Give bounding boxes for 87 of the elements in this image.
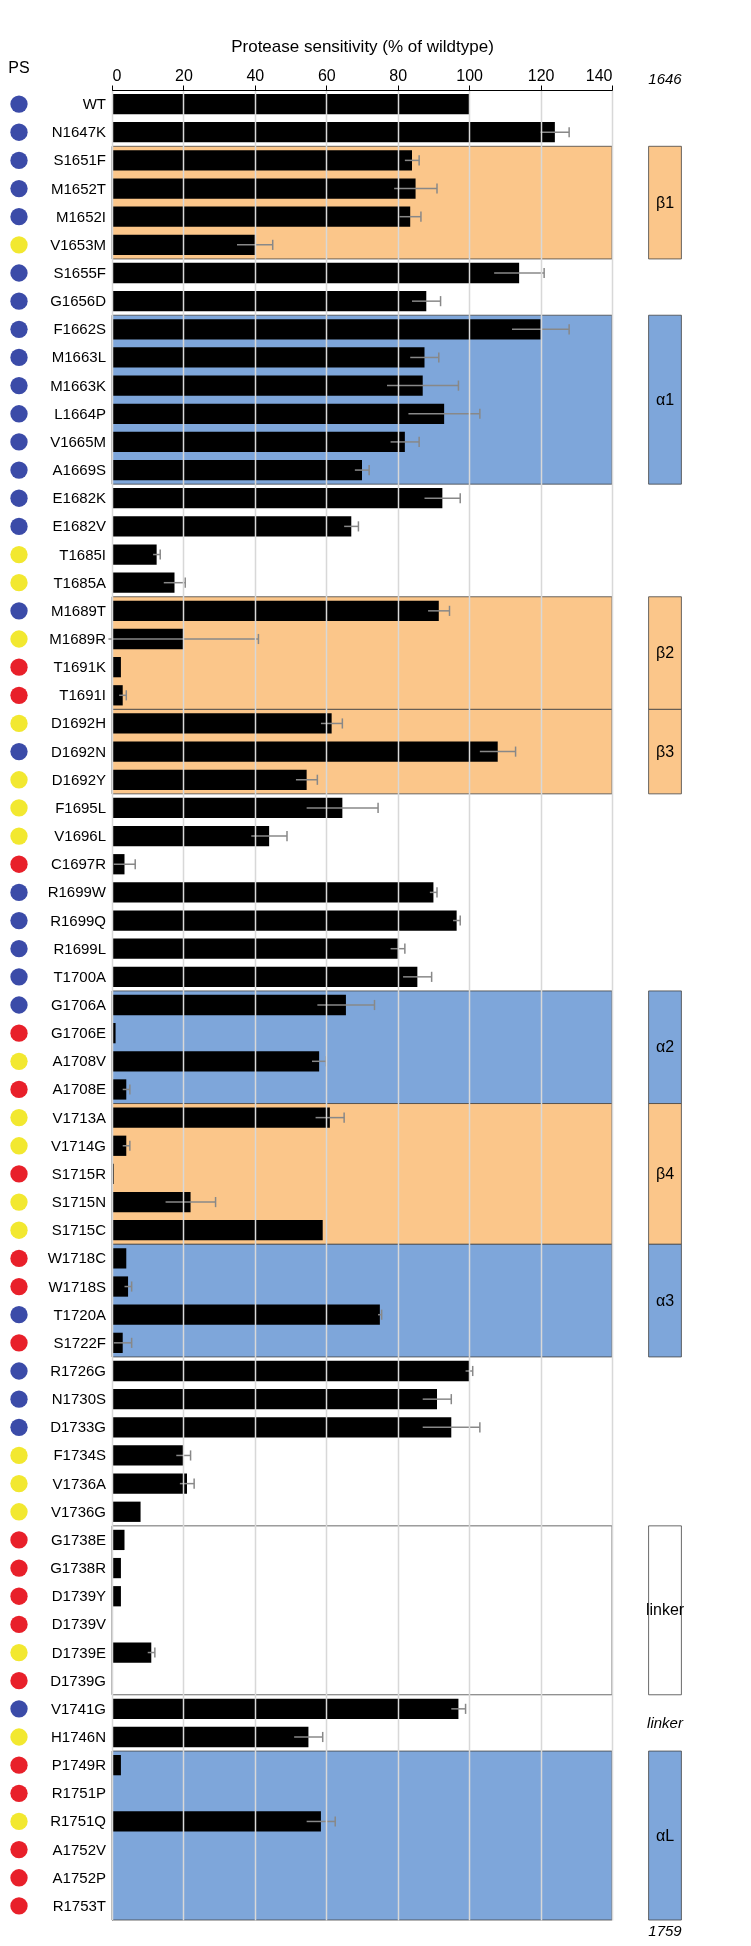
y-tick-label: T1691K	[53, 658, 106, 676]
band-label: αL	[655, 1826, 675, 1844]
band-label: β3	[655, 742, 675, 760]
y-tick-label: R1751Q	[50, 1812, 106, 1830]
x-tick-label: 80	[389, 66, 408, 84]
y-tick-label: G1738E	[50, 1530, 106, 1548]
y-tick-label: WT	[82, 95, 106, 113]
y-tick-label: D1692N	[50, 742, 106, 760]
y-tick-label: S1651F	[53, 151, 106, 169]
y-tick-label: D1692H	[50, 714, 106, 732]
text: linker	[647, 1713, 684, 1731]
band-label: linker	[645, 1601, 685, 1619]
y-tick-label: G1738R	[50, 1559, 107, 1577]
y-tick-label: N1647K	[51, 123, 106, 141]
y-tick-label: T1691I	[59, 686, 106, 704]
y-tick-label: V1741G	[50, 1699, 106, 1717]
y-tick-label: A1708E	[52, 1080, 106, 1098]
y-tick-label: G1706A	[50, 996, 106, 1013]
y-tick-label: H1746N	[50, 1728, 106, 1745]
y-tick-label: T1685A	[53, 573, 106, 591]
band-label: α3	[655, 1291, 675, 1309]
y-tick-label: V1665M	[50, 432, 106, 450]
y-tick-label: S1655F	[53, 264, 106, 281]
y-tick-label: P1749R	[51, 1756, 107, 1774]
y-tick-label: T1720A	[53, 1305, 106, 1323]
y-tick-label: A1752V	[52, 1840, 106, 1858]
y-tick-label: D1733G	[50, 1418, 106, 1436]
y-tick-label: D1739G	[50, 1671, 106, 1689]
x-tick-label: 0	[112, 66, 122, 84]
y-tick-label: D1692Y	[51, 770, 106, 788]
y-tick-label: M1689T	[50, 601, 106, 619]
y-tick-label: D1739Y	[51, 1587, 106, 1605]
y-tick-label: L1664P	[54, 404, 106, 422]
x-tick-label: 120	[527, 66, 555, 84]
y-tick-label: V1696L	[54, 827, 106, 845]
x-tick-label: 100	[456, 66, 484, 84]
y-tick-label: E1682V	[52, 517, 106, 535]
x-tick-label: 20	[175, 66, 193, 84]
y-tick-label: C1697R	[50, 855, 107, 873]
y-tick-label: S1715R	[51, 1164, 107, 1182]
y-tick-label: R1726G	[50, 1362, 106, 1379]
y-tick-label: R1699Q	[50, 911, 106, 929]
band-label: β1	[655, 193, 675, 211]
y-tick-label: M1689R	[49, 630, 107, 647]
y-tick-label: F1695L	[55, 798, 106, 816]
y-tick-label: R1751P	[51, 1784, 106, 1802]
y-tick-label: T1685I	[59, 545, 106, 563]
y-tick-label: W1718S	[48, 1277, 106, 1295]
y-tick-label: A1669S	[52, 461, 106, 479]
y-tick-label: V1714G	[50, 1136, 106, 1154]
y-tick-label: D1739V	[51, 1615, 106, 1633]
y-tick-label: V1736A	[52, 1474, 106, 1492]
text: 1646	[648, 69, 683, 87]
y-tick-label: T1700A	[53, 967, 106, 985]
y-tick-label: N1730S	[51, 1390, 106, 1408]
y-tick-label: G1706E	[50, 1024, 106, 1042]
y-tick-label: W1718C	[47, 1249, 107, 1267]
y-tick-label: V1713A	[52, 1108, 106, 1126]
y-tick-label: M1663K	[50, 376, 106, 394]
y-tick-label: S1722F	[53, 1333, 106, 1351]
band-label: β4	[655, 1164, 675, 1182]
y-tick-label: R1699W	[47, 883, 107, 901]
x-tick-label: 40	[246, 66, 265, 84]
y-tick-label: R1753T	[52, 1896, 106, 1914]
y-tick-label: G1656D	[50, 292, 107, 310]
y-tick-label: A1752P	[52, 1868, 106, 1886]
x-tick-label: 60	[317, 66, 336, 84]
x-axis-title: Protease sensitivity (% of wildtype)	[231, 36, 494, 56]
y-tick-label: M1652I	[55, 207, 106, 225]
y-tick-label: V1736G	[50, 1502, 106, 1520]
band-label: β2	[655, 644, 675, 662]
y-tick-label: M1652T	[50, 179, 106, 197]
y-tick-label: R1699L	[53, 939, 106, 957]
band-label: α2	[655, 1038, 675, 1056]
y-tick-label: D1739E	[51, 1643, 106, 1661]
y-tick-label: S1715N	[51, 1193, 106, 1211]
y-tick-label: V1653M	[50, 235, 106, 253]
y-tick-label: M1663L	[51, 348, 106, 366]
y-tick-label: F1662S	[53, 320, 106, 338]
y-tick-label: S1715C	[51, 1221, 107, 1239]
y-tick-label: A1708V	[52, 1052, 106, 1070]
y-tick-label: F1734S	[53, 1446, 106, 1464]
y-tick-label: E1682K	[52, 489, 106, 507]
text: 1759	[648, 1922, 683, 1940]
text: PS	[8, 59, 30, 76]
band-label: α1	[655, 390, 675, 408]
x-tick-label: 140	[585, 66, 613, 84]
